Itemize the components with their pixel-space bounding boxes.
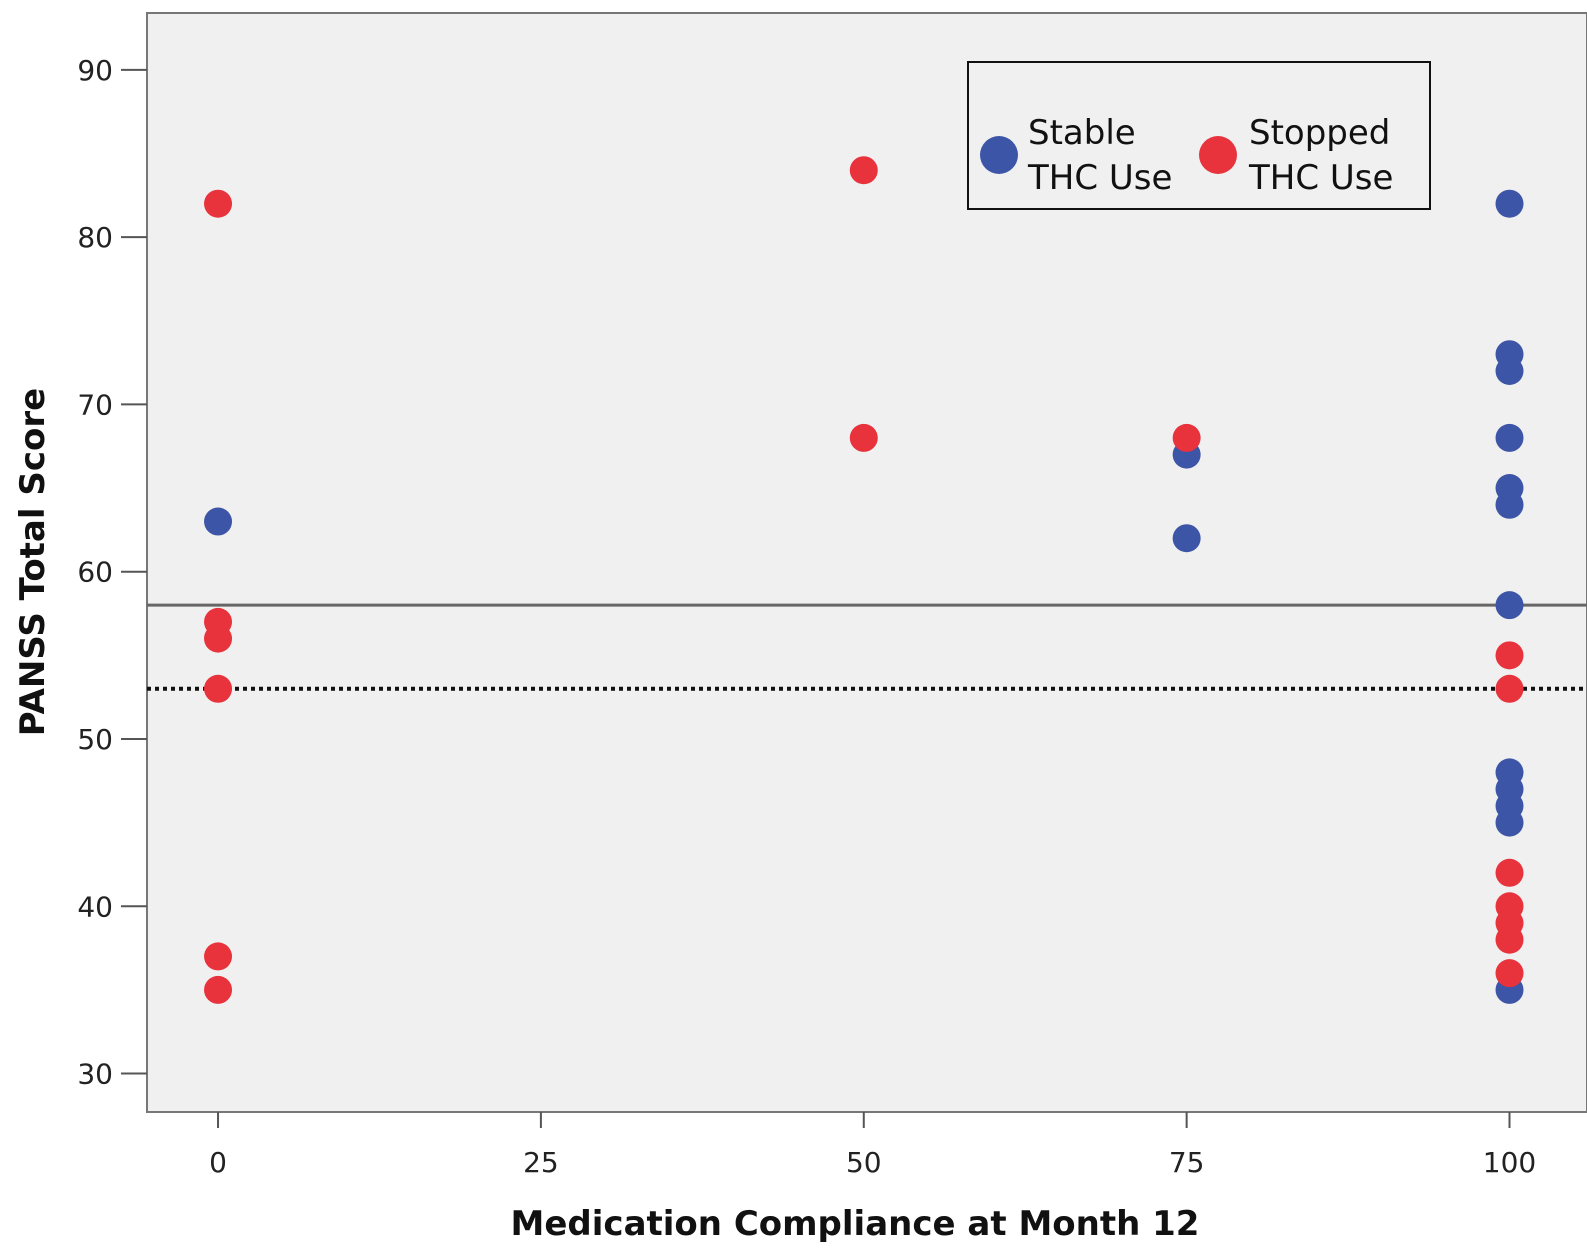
- y-tick-label: 50: [77, 723, 113, 756]
- data-points: [204, 156, 1524, 1004]
- data-point: [204, 624, 233, 653]
- y-axis-title: PANSS Total Score: [13, 388, 53, 736]
- data-point: [1172, 423, 1201, 452]
- data-point: [1495, 925, 1524, 954]
- x-axis: 0 25 50 75 100: [209, 1112, 1536, 1179]
- series-stable-thc-use: [204, 189, 1524, 1004]
- reference-lines: [147, 603, 1587, 691]
- y-tick-label: 40: [77, 890, 113, 923]
- x-tick-label: 25: [523, 1146, 559, 1179]
- data-point: [1495, 189, 1524, 218]
- legend-label-stopped-line1: Stopped: [1249, 113, 1390, 153]
- data-point: [204, 674, 233, 703]
- series-stopped-thc-use: [204, 156, 1524, 1004]
- data-point: [1495, 490, 1524, 519]
- y-tick-label: 30: [77, 1058, 113, 1091]
- legend-box: [967, 61, 1431, 210]
- data-point: [1495, 959, 1524, 988]
- y-tick-label: 70: [77, 388, 113, 421]
- y-tick-label: 60: [77, 556, 113, 589]
- legend-marker-stopped: [1199, 136, 1237, 174]
- data-point: [204, 942, 233, 971]
- data-point: [1495, 808, 1524, 837]
- legend-label-stable-line1: Stable: [1028, 113, 1136, 153]
- data-point: [1495, 423, 1524, 452]
- legend-marker-stable: [980, 136, 1018, 174]
- x-axis-title: Medication Compliance at Month 12: [511, 1204, 1200, 1244]
- x-tick-label: 100: [1483, 1146, 1536, 1179]
- x-tick-label: 50: [846, 1146, 882, 1179]
- legend: Stable THC Use Stopped THC Use: [967, 61, 1431, 210]
- y-axis: 30 40 50 60 70 80 90: [77, 54, 147, 1091]
- legend-label-stable-line2: THC Use: [1027, 158, 1172, 198]
- data-point: [1172, 524, 1201, 553]
- data-point: [204, 507, 233, 536]
- data-point: [1495, 858, 1524, 887]
- data-point: [849, 156, 878, 185]
- data-point: [1495, 674, 1524, 703]
- x-tick-label: 0: [209, 1146, 227, 1179]
- data-point: [849, 423, 878, 452]
- y-tick-label: 80: [77, 221, 113, 254]
- data-point: [1495, 356, 1524, 385]
- legend-label-stopped-line2: THC Use: [1248, 158, 1393, 198]
- data-point: [1495, 641, 1524, 670]
- data-point: [204, 189, 233, 218]
- data-point: [1495, 591, 1524, 620]
- data-point: [204, 975, 233, 1004]
- x-tick-label: 75: [1169, 1146, 1205, 1179]
- y-tick-label: 90: [77, 54, 113, 87]
